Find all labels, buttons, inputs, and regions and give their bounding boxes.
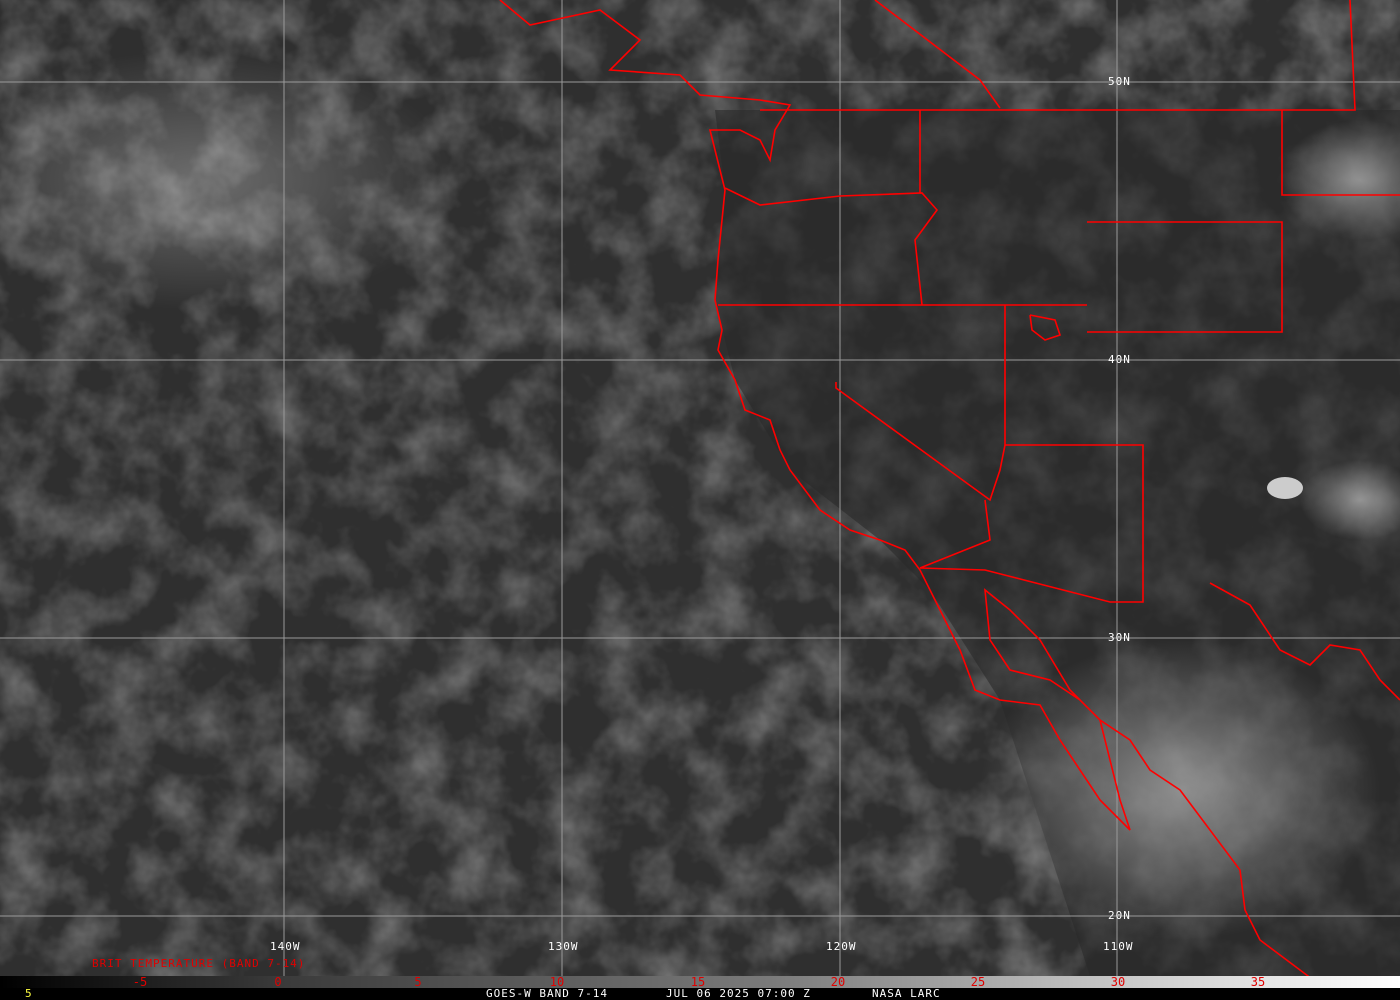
credit: NASA LARC (872, 987, 941, 1000)
canada-border-north (874, 0, 1001, 109)
lake-outline (1029, 314, 1062, 341)
scale-tick: 30 (1110, 975, 1126, 989)
satellite-band: GOES-W BAND 7-14 (486, 987, 608, 1000)
arizona-border (919, 444, 1144, 603)
scale-tick: 25 (970, 975, 986, 989)
scale-tick: 0 (274, 975, 282, 989)
scale-tick: 5 (414, 975, 422, 989)
nevada-border (835, 305, 1006, 502)
footer-bar: 5 GOES-W BAND 7-14 JUL 06 2025 07:00 Z N… (0, 987, 1400, 1000)
legend-title: BRIT TEMPERATURE (BAND 7-14) (92, 957, 306, 970)
scale-tick: -5 (132, 975, 148, 989)
cloud-area (1300, 460, 1400, 540)
lat-label-30n: 30N (1108, 631, 1131, 644)
lon-label-120w: 120W (826, 940, 857, 953)
political-borders (499, 0, 1400, 986)
scale-tick: 35 (1250, 975, 1266, 989)
color-scale-bar: -5 0 5 10 15 20 25 30 35 (0, 975, 1400, 989)
scale-tick: 20 (830, 975, 846, 989)
utah-colorado-border (1087, 221, 1283, 333)
lat-lon-grid (0, 0, 1400, 976)
us-canada-border (760, 0, 1356, 111)
cloud-area (1280, 120, 1400, 240)
image-datetime: JUL 06 2025 07:00 Z (666, 987, 811, 1000)
lon-label-140w: 140W (270, 940, 301, 953)
mexico-border (1209, 582, 1400, 701)
cloud-area (1267, 477, 1303, 499)
washington-oregon-border (724, 187, 939, 306)
scale-tick: 10 (549, 975, 565, 989)
cloud-area (0, 50, 460, 310)
lon-label-130w: 130W (548, 940, 579, 953)
lat-label-50n: 50N (1108, 75, 1131, 88)
lat-label-20n: 20N (1108, 909, 1131, 922)
scale-tick: 15 (690, 975, 706, 989)
lat-label-40n: 40N (1108, 353, 1131, 366)
coastline (499, 0, 1321, 986)
wyoming-border (1281, 110, 1400, 196)
footer-left-value: 5 (25, 987, 33, 1000)
lon-label-110w: 110W (1103, 940, 1134, 953)
